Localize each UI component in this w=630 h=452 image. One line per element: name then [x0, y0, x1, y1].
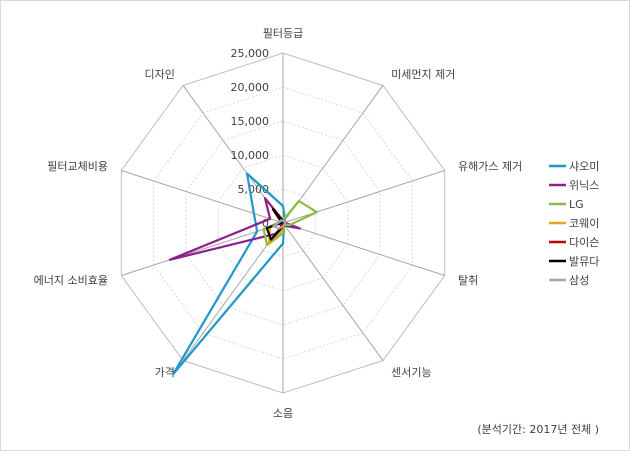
axis-label: 에너지 소비효율 — [34, 274, 108, 287]
series-line — [272, 219, 287, 230]
axis-label: 미세먼지 제거 — [391, 68, 455, 81]
legend-label: 발뮤다 — [569, 255, 599, 268]
tick-label: 15,000 — [231, 115, 270, 128]
axis-label: 필터등급 — [263, 27, 303, 40]
legend-label: 코웨이 — [569, 217, 599, 230]
axis-label: 센서기능 — [391, 366, 431, 379]
axis-label: 소음 — [273, 407, 293, 420]
legend-label: 위닉스 — [569, 179, 599, 192]
tick-label: 25,000 — [231, 47, 270, 60]
legend-label: 다이슨 — [569, 236, 599, 249]
axis-spoke — [282, 222, 384, 361]
footnote: (분석기간: 2017년 전체 ) — [477, 423, 599, 436]
axis-label: 디자인 — [144, 68, 174, 81]
axis-label: 탈취 — [458, 274, 478, 287]
axis-spoke — [182, 222, 284, 361]
grid-ring — [185, 120, 381, 326]
tick-label: 20,000 — [231, 81, 270, 94]
axis-label: 필터교체비용 — [47, 160, 108, 173]
axis-spoke — [282, 222, 445, 277]
tick-label: 0 — [262, 217, 269, 230]
axis-spoke — [282, 85, 384, 224]
axis-spoke — [121, 222, 284, 277]
tick-label: 10,000 — [231, 149, 270, 162]
legend-label: LG — [569, 198, 584, 211]
axis-spoke — [282, 169, 445, 224]
radar-grid — [120, 52, 446, 394]
legend-label: 샤오미 — [569, 160, 599, 173]
legend-label: 삼성 — [569, 274, 589, 287]
axis-label: 유해가스 제거 — [458, 159, 522, 173]
axis-spoke — [121, 169, 284, 224]
axis-label: 가격 — [155, 366, 175, 379]
